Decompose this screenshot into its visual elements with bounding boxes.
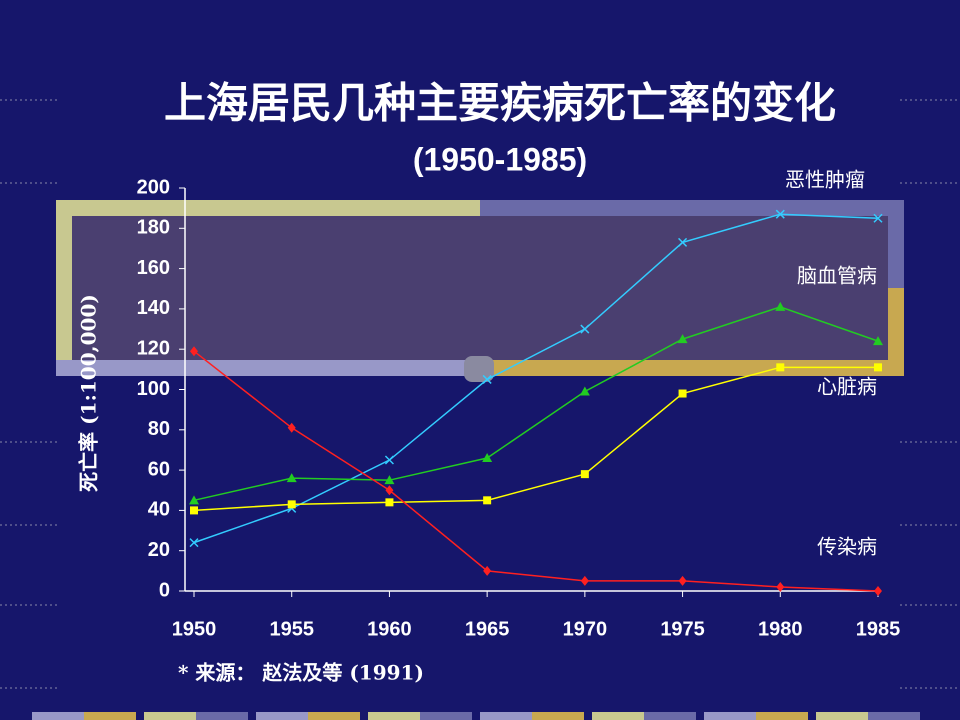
marker <box>580 575 589 586</box>
marker <box>677 334 688 344</box>
y-tick-label: 40 <box>148 499 170 521</box>
y-tick-label: 140 <box>137 297 170 319</box>
x-tick-label: 1950 <box>172 618 217 640</box>
x-tick-label: 1985 <box>856 618 901 640</box>
decor <box>0 99 960 689</box>
marker <box>482 374 492 384</box>
marker <box>482 453 493 463</box>
marker <box>287 422 296 433</box>
series-label: 传染病 <box>817 535 877 559</box>
marker <box>678 237 688 247</box>
y-tick-label: 100 <box>137 378 170 400</box>
marker <box>384 455 394 465</box>
y-tick-label: 80 <box>148 418 170 440</box>
chart-subtitle: (1950-1985) <box>413 141 587 177</box>
marker <box>579 386 590 396</box>
marker <box>384 475 395 485</box>
y-axis-label: 死亡率 (1:100,000) <box>77 294 101 492</box>
x-tick-label: 1955 <box>269 618 314 640</box>
y-tick-label: 200 <box>137 176 170 198</box>
series-label: 脑血管病 <box>797 264 877 288</box>
marker <box>873 213 883 223</box>
marker <box>580 324 590 334</box>
series-line <box>193 366 878 512</box>
marker <box>775 209 785 219</box>
marker <box>678 389 687 398</box>
y-tick-label: 60 <box>148 458 170 480</box>
y-tick-label: 20 <box>148 539 170 561</box>
marker <box>873 336 883 346</box>
marker <box>385 498 394 507</box>
marker <box>580 470 589 479</box>
marker <box>776 363 785 372</box>
marker <box>776 581 785 592</box>
marker <box>775 301 786 311</box>
marker <box>190 346 198 357</box>
marker <box>190 506 198 515</box>
marker <box>678 575 687 586</box>
source-note: * 来源： 赵法及等 (1991) <box>178 661 424 685</box>
x-tick-label: 1960 <box>367 618 412 640</box>
series-label: 心脏病 <box>817 375 877 399</box>
marker <box>287 500 296 509</box>
marker <box>189 538 199 548</box>
marker <box>483 496 492 505</box>
x-tick-label: 1970 <box>563 618 608 640</box>
x-tick-label: 1980 <box>758 618 803 640</box>
marker <box>483 565 492 576</box>
y-tick-label: 160 <box>137 257 170 279</box>
marker <box>874 363 882 372</box>
marker <box>189 495 199 505</box>
x-tick-label: 1975 <box>660 618 705 640</box>
y-tick-label: 120 <box>137 337 170 359</box>
y-tick-label: 180 <box>137 217 170 239</box>
marker <box>874 586 882 596</box>
series-line <box>193 213 879 544</box>
series-label: 恶性肿瘤 <box>785 168 865 192</box>
marker <box>286 473 297 483</box>
marker <box>385 485 394 496</box>
series-line <box>193 350 879 592</box>
x-tick-label: 1965 <box>465 618 510 640</box>
chart-title: 上海居民几种主要疾病死亡率的变化 <box>164 79 836 128</box>
series-line <box>193 306 879 502</box>
y-tick-label: 0 <box>159 579 170 601</box>
bottom-stripes <box>32 712 920 720</box>
overlay-box <box>56 200 904 382</box>
